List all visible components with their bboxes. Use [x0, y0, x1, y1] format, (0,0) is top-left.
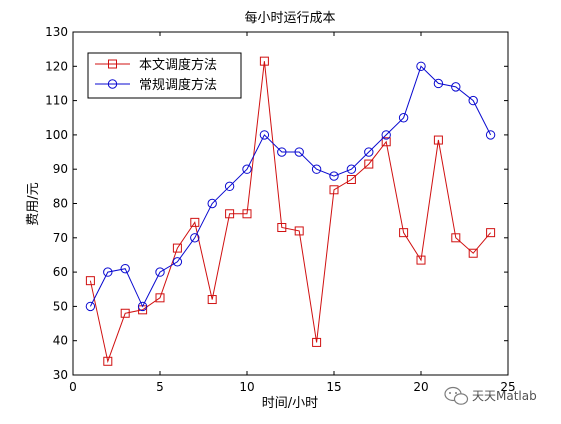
data-point	[346, 174, 356, 184]
data-point	[103, 267, 113, 277]
wechat-icon	[444, 386, 469, 405]
data-point	[277, 223, 287, 233]
x-axis-label: 时间/小时	[262, 396, 318, 411]
data-point	[224, 181, 235, 192]
legend-entry-2: 常规调度方法	[95, 77, 217, 93]
series-line	[89, 61, 491, 364]
data-point	[416, 255, 426, 265]
data-point	[451, 233, 461, 243]
data-point	[85, 276, 95, 286]
data-point	[85, 301, 96, 312]
x-tick-label: 15	[326, 380, 341, 394]
data-point	[433, 135, 443, 145]
data-point	[294, 226, 304, 236]
y-tick-label: 100	[45, 128, 68, 142]
data-point	[399, 228, 409, 238]
y-axis-label: 费用/元	[26, 182, 41, 225]
data-point	[103, 356, 113, 366]
data-point	[190, 233, 200, 243]
data-point	[381, 137, 391, 147]
data-point	[468, 248, 478, 258]
data-point	[120, 263, 130, 274]
data-point	[137, 301, 148, 312]
y-tick-label: 70	[53, 231, 68, 245]
data-point	[364, 159, 374, 169]
data-point	[364, 147, 374, 157]
data-point	[329, 171, 339, 181]
y-tick-label: 80	[53, 197, 68, 211]
y-tick-label: 30	[53, 368, 68, 382]
y-tick-label: 40	[53, 334, 68, 348]
data-point	[416, 61, 426, 72]
data-point	[259, 130, 270, 140]
series-1	[85, 56, 496, 366]
data-point	[311, 164, 322, 174]
legend-entry-1: 本文调度方法	[95, 57, 217, 73]
y-tick-label: 50	[53, 299, 68, 313]
data-point	[120, 308, 130, 318]
y-tick-label: 110	[45, 94, 68, 108]
data-point	[207, 198, 217, 209]
series-2	[85, 61, 496, 312]
data-point	[346, 164, 357, 174]
data-point	[485, 130, 496, 140]
x-tick-label: 10	[239, 380, 254, 394]
data-point	[433, 78, 444, 89]
data-point	[155, 293, 165, 303]
legend-marker	[107, 79, 118, 89]
data-point	[172, 257, 183, 267]
watermark-text: 天天Matlab	[472, 389, 537, 403]
x-tick-label: 25	[500, 380, 515, 394]
legend-marker	[108, 59, 117, 69]
data-point	[312, 337, 322, 347]
data-point	[486, 228, 496, 238]
data-point	[242, 209, 252, 219]
data-point	[259, 56, 269, 66]
y-tick-label: 90	[53, 162, 68, 176]
legend-label: 本文调度方法	[139, 57, 217, 73]
data-point	[277, 147, 287, 157]
data-point	[207, 295, 217, 305]
x-tick-label: 5	[156, 380, 164, 394]
data-point	[468, 95, 478, 106]
data-point	[398, 113, 409, 123]
data-point	[225, 209, 235, 219]
data-point	[329, 185, 339, 195]
data-point	[155, 267, 165, 277]
y-tick-label: 130	[45, 25, 68, 39]
chart-title: 每小时运行成本	[244, 10, 335, 26]
data-point	[242, 164, 252, 174]
data-point	[381, 130, 391, 140]
x-tick-label: 0	[69, 380, 77, 394]
y-tick-label: 60	[53, 265, 68, 279]
data-point	[172, 243, 182, 253]
watermark: 天天Matlab	[444, 386, 537, 405]
data-point	[294, 147, 304, 157]
data-point	[451, 82, 461, 92]
y-tick-label: 120	[45, 59, 68, 73]
legend-label: 常规调度方法	[139, 77, 217, 93]
data-point	[190, 217, 200, 227]
x-tick-label: 20	[413, 380, 428, 394]
